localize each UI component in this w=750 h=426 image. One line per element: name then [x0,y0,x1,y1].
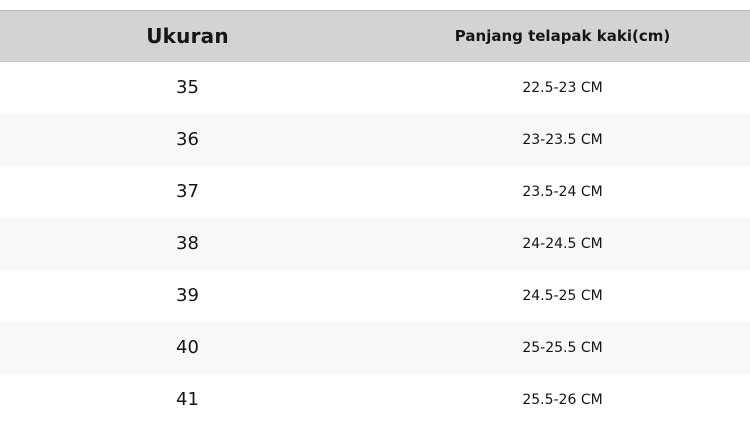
table-header-row: Ukuran Panjang telapak kaki(cm) [0,10,750,62]
table-row: 35 22.5-23 CM [0,62,750,114]
length-value: 23-23.5 CM [522,132,603,148]
table-row: 37 23.5-24 CM [0,166,750,218]
size-value: 36 [176,129,199,150]
size-value: 35 [176,77,199,98]
size-value: 41 [176,389,199,410]
header-length-column: Panjang telapak kaki(cm) [454,26,671,45]
table-row: 40 25-25.5 CM [0,322,750,374]
length-value: 25.5-26 CM [522,392,603,408]
size-value: 38 [176,233,199,254]
table-row: 36 23-23.5 CM [0,114,750,166]
length-value: 24.5-25 CM [522,288,603,304]
length-value: 25-25.5 CM [522,340,603,356]
size-value: 40 [176,337,199,358]
length-value: 24-24.5 CM [522,236,603,252]
size-chart-table: Ukuran Panjang telapak kaki(cm) 35 22.5-… [0,10,750,426]
length-value: 22.5-23 CM [522,80,603,96]
table-row: 38 24-24.5 CM [0,218,750,270]
length-value: 23.5-24 CM [522,184,603,200]
table-row: 39 24.5-25 CM [0,270,750,322]
table-row: 41 25.5-26 CM [0,374,750,426]
header-size-column: Ukuran [146,24,229,48]
size-value: 37 [176,181,199,202]
size-value: 39 [176,285,199,306]
